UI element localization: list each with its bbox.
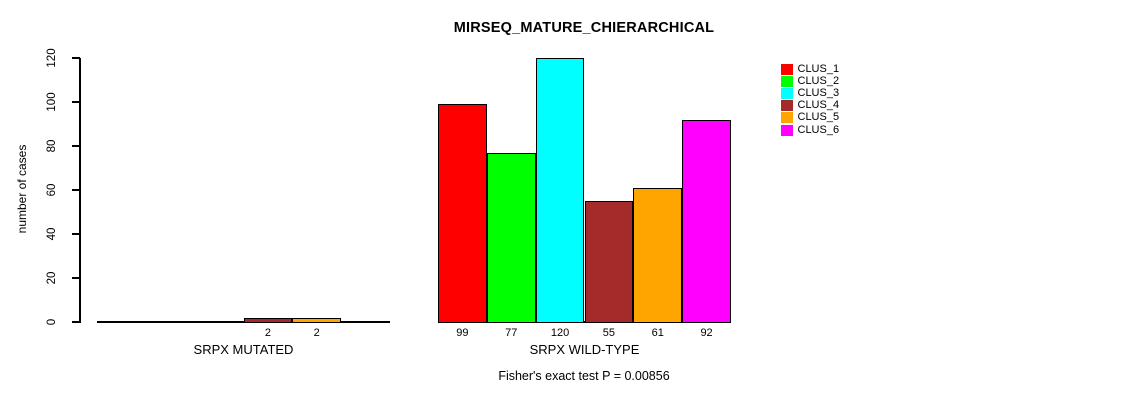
legend-swatch: [781, 87, 793, 99]
y-axis-tick-label: 80: [46, 139, 58, 153]
legend-item-label: CLUS_3: [797, 86, 840, 99]
legend-item: CLUS_5: [781, 112, 839, 124]
legend-item: CLUS_3: [781, 87, 839, 99]
y-axis-tick: [72, 57, 80, 59]
group-label-mutated: SRPX MUTATED: [193, 342, 294, 357]
y-axis-tick: [72, 277, 80, 279]
legend-swatch: [781, 63, 793, 75]
legend-swatch: [781, 100, 793, 112]
y-axis-tick: [72, 145, 80, 147]
y-axis-tick-label: 60: [46, 183, 58, 197]
bar-clus_1: [438, 104, 487, 323]
legend-item: CLUS_4: [781, 100, 839, 112]
bar-value-label: 92: [700, 327, 713, 339]
bar-value-label: 120: [550, 327, 570, 339]
legend: CLUS_1 CLUS_2 CLUS_3 CLUS_4 CLUS_5 CLUS_6: [781, 63, 839, 136]
group-label-wild-type: SRPX WILD-TYPE: [529, 342, 640, 357]
legend-swatch: [781, 124, 793, 136]
bar-value-label: 2: [313, 327, 320, 339]
legend-item-label: CLUS_4: [797, 99, 840, 112]
bar-value-label: 77: [505, 327, 518, 339]
legend-item: CLUS_2: [781, 75, 839, 87]
bar-clus_5: [292, 317, 342, 323]
legend-item-label: CLUS_1: [797, 62, 840, 75]
y-axis-tick: [72, 233, 80, 235]
bar-clus_3: [535, 58, 585, 323]
legend-item-label: CLUS_6: [797, 123, 840, 136]
bar-value-label: 2: [264, 327, 271, 339]
y-axis-tick-label: 40: [46, 227, 58, 241]
y-axis-tick-label: 0: [46, 318, 58, 326]
legend-swatch: [781, 75, 793, 87]
legend-item-label: CLUS_2: [797, 74, 840, 87]
bar-value-label: 99: [456, 327, 469, 339]
bar-value-label: 61: [651, 327, 664, 339]
fisher-test-caption: Fisher's exact test P = 0.00856: [498, 369, 670, 383]
chart-title: MIRSEQ_MATURE_CHIERARCHICAL: [453, 20, 715, 36]
y-axis-tick: [72, 321, 80, 323]
bar-clus_4: [243, 317, 293, 323]
legend-item-label: CLUS_5: [797, 111, 840, 124]
y-axis-tick-label: 20: [46, 271, 58, 285]
bar-value-label: 55: [602, 327, 616, 339]
y-axis-tick-label: 100: [46, 92, 58, 112]
y-axis-title: number of cases: [15, 144, 29, 234]
y-axis-tick-label: 120: [46, 48, 58, 68]
y-axis-tick: [72, 189, 80, 191]
bar-clus_4: [584, 201, 634, 323]
bar-clus_2: [486, 152, 536, 323]
legend-swatch: [781, 112, 793, 124]
legend-item: CLUS_1: [781, 63, 839, 75]
bar-clus_5: [633, 187, 683, 323]
y-axis-tick: [72, 101, 80, 103]
legend-item: CLUS_6: [781, 124, 839, 136]
bar-clus_6: [682, 119, 731, 323]
